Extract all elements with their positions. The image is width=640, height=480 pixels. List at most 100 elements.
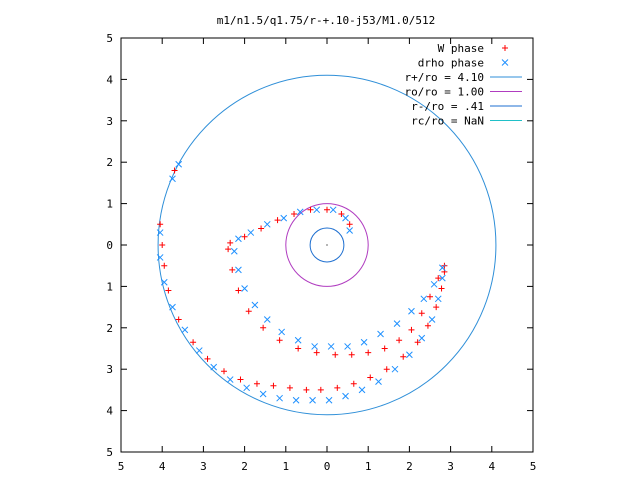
y-tick-label: 1: [106, 198, 113, 211]
y-tick-label: 1: [106, 280, 113, 293]
data-point: [350, 380, 357, 387]
data-point: [274, 217, 281, 224]
data-point: [367, 374, 374, 381]
data-point: [280, 214, 288, 222]
data-point: [303, 386, 310, 393]
y-tick-label: 4: [106, 73, 113, 86]
data-point: [292, 396, 300, 404]
data-point: [435, 275, 442, 282]
data-point: [311, 343, 318, 350]
data-point: [181, 326, 189, 334]
y-tick-label: 5: [106, 32, 113, 45]
data-point: [418, 310, 425, 317]
data-point: [159, 242, 166, 248]
data-point: [276, 337, 283, 344]
data-point: [346, 221, 353, 228]
data-point: [391, 365, 399, 373]
data-point: [270, 382, 277, 389]
data-point: [358, 386, 366, 394]
data-point: [235, 266, 242, 274]
y-tick-label: 2: [106, 156, 113, 169]
data-point: [420, 295, 428, 303]
data-point: [332, 351, 339, 358]
data-point: [324, 206, 330, 213]
data-point: [346, 227, 354, 234]
data-point: [438, 285, 445, 292]
x-tick-label: 2: [241, 460, 248, 473]
data-point: [204, 355, 211, 362]
data-point: [406, 351, 413, 359]
data-point: [225, 246, 232, 253]
circle-2: [285, 203, 369, 287]
data-point: [344, 343, 351, 350]
data-point: [171, 167, 178, 174]
data-point: [227, 239, 234, 246]
data-point: [251, 301, 259, 309]
y-tick-label: 2: [106, 322, 113, 335]
data-point: [156, 229, 164, 236]
data-point: [295, 345, 302, 352]
data-point: [439, 274, 446, 282]
data-point: [175, 160, 183, 168]
legend-label: drho phase: [418, 57, 484, 70]
origin-dot: [326, 244, 328, 246]
data-point: [175, 316, 182, 323]
data-point: [157, 221, 164, 228]
circle-3: [309, 227, 345, 263]
data-point: [253, 380, 260, 387]
chart-title: m1/n1.5/q1.75/r-+.10-j53/M1.0/512: [217, 14, 436, 27]
data-point: [165, 287, 172, 294]
data-point: [334, 384, 341, 391]
x-tick-label: 5: [530, 460, 537, 473]
legend-marker: [502, 45, 508, 51]
data-point: [408, 307, 415, 315]
y-tick-label: 3: [106, 363, 113, 376]
y-tick-label: 3: [106, 115, 113, 128]
data-point: [414, 339, 421, 346]
data-point: [377, 330, 384, 338]
x-tick-label: 1: [282, 460, 289, 473]
series-2: [156, 160, 446, 404]
data-point: [430, 280, 438, 288]
data-point: [235, 287, 242, 294]
data-point: [396, 337, 403, 344]
data-point: [342, 214, 349, 222]
data-point: [210, 363, 218, 371]
data-point: [260, 324, 267, 331]
data-point: [375, 378, 382, 385]
y-tick-label: 4: [106, 405, 113, 418]
data-point: [329, 206, 337, 214]
data-point: [439, 264, 446, 272]
data-point: [230, 247, 238, 255]
data-point: [433, 304, 440, 311]
data-point: [408, 326, 415, 333]
y-tick-label: 5: [106, 446, 113, 459]
data-point: [294, 336, 302, 344]
data-point: [418, 334, 426, 342]
data-point: [169, 303, 176, 311]
x-tick-label: 3: [200, 460, 207, 473]
data-point: [263, 316, 271, 323]
data-point: [229, 266, 236, 273]
legend-label: W phase: [438, 42, 484, 55]
data-point: [313, 206, 321, 214]
data-point: [325, 396, 333, 404]
data-point: [278, 328, 286, 336]
legend-label: r+/ro = 4.10: [405, 71, 484, 84]
data-point: [195, 347, 203, 354]
data-point: [263, 220, 271, 228]
data-point: [317, 386, 324, 393]
x-tick-label: 2: [406, 460, 413, 473]
data-point: [393, 320, 401, 328]
data-point: [241, 285, 248, 292]
data-point: [313, 349, 320, 356]
data-point: [309, 396, 316, 404]
data-point: [360, 338, 368, 346]
data-point: [161, 262, 168, 269]
x-tick-label: 3: [447, 460, 454, 473]
data-point: [160, 278, 168, 286]
data-point: [190, 339, 197, 346]
data-point: [424, 322, 431, 329]
